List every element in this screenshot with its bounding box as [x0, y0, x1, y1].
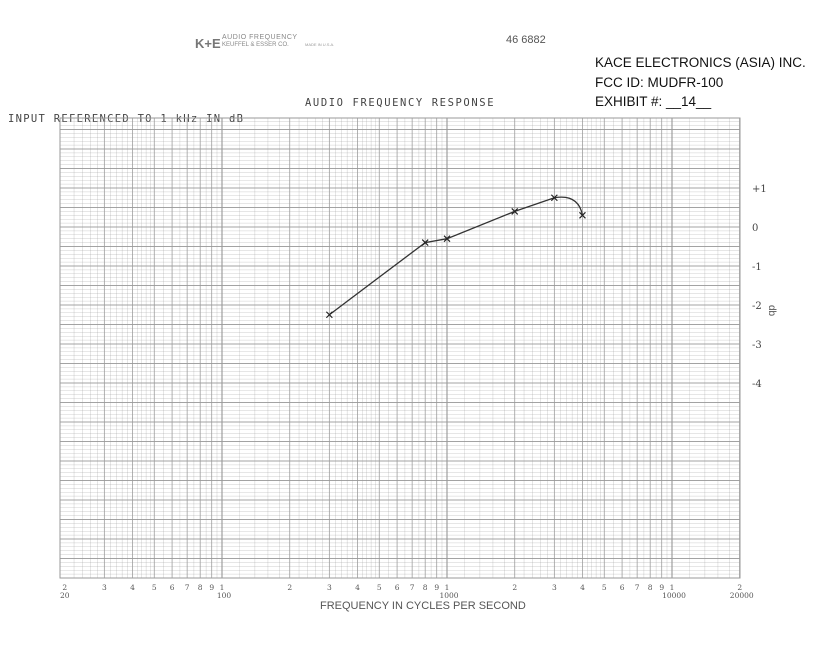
form-number: 46 6882 — [506, 34, 546, 46]
brand-logo: K+E — [195, 36, 221, 51]
data-point-marker — [550, 194, 558, 202]
x-tick-label: 1 — [670, 583, 675, 592]
x-tick-label: 5 — [377, 583, 382, 592]
x-tick-label: 8 — [198, 583, 203, 592]
x-tick-label: 2 — [737, 583, 742, 592]
y-tick-label: +1 — [752, 184, 767, 195]
x-tick-label: 2 — [512, 583, 517, 592]
x-tick-label: 6 — [620, 583, 625, 592]
x-tick-label: 3 — [102, 583, 107, 592]
x-tick-label: 3 — [327, 583, 332, 592]
x-tick-label: 6 — [395, 583, 400, 592]
x-tick-label: 2 — [287, 583, 292, 592]
y-tick-label: -2 — [752, 301, 762, 312]
data-point-marker — [511, 207, 519, 215]
x-tick-label: 6 — [170, 583, 175, 592]
series-line — [328, 196, 584, 316]
fcc-id: FCC ID: MUDFR-100 — [595, 75, 724, 90]
brand-company: KEUFFEL & ESSER CO. — [222, 42, 289, 48]
x-tick-sublabel: 10000 — [662, 591, 686, 600]
x-tick-label: 4 — [355, 583, 360, 592]
data-point-marker — [421, 239, 429, 247]
x-tick-sublabel: 1000 — [439, 591, 458, 600]
x-tick-sublabel: 100 — [217, 591, 232, 600]
x-axis-label: FREQUENCY IN CYCLES PER SECOND — [320, 600, 526, 612]
y-axis-label: INPUT REFERENCED TO 1 kHz IN dB — [8, 113, 245, 125]
x-tick-label: 5 — [602, 583, 607, 592]
y-tick-label: -3 — [752, 340, 762, 351]
x-tick-label: 4 — [130, 583, 135, 592]
x-tick-label: 8 — [423, 583, 428, 592]
y-tick-label: 0 — [752, 223, 758, 234]
x-tick-label: 9 — [659, 583, 664, 592]
brand-name: AUDIO FREQUENCY — [222, 34, 298, 41]
data-point-marker — [443, 235, 451, 243]
plot-border — [59, 117, 741, 579]
data-point-marker — [325, 311, 333, 319]
x-tick-label: 1 — [445, 583, 450, 592]
company-name: KACE ELECTRONICS (ASIA) INC. — [595, 55, 806, 70]
x-tick-label: 9 — [209, 583, 214, 592]
x-tick-label: 9 — [434, 583, 439, 592]
exhibit-number: EXHIBIT #: __14__ — [595, 94, 712, 109]
x-tick-label: 4 — [580, 583, 585, 592]
x-tick-sublabel: 20 — [60, 591, 70, 600]
data-point-marker — [579, 211, 586, 219]
brand-made-in: MADE IN U.S.A. — [305, 42, 335, 47]
y-tick-label: -4 — [752, 379, 762, 390]
x-tick-label: 1 — [220, 583, 225, 592]
x-tick-label: 3 — [552, 583, 557, 592]
chart-title: AUDIO FREQUENCY RESPONSE — [305, 97, 496, 109]
x-tick-label: 7 — [185, 583, 190, 592]
y-tick-label: -1 — [752, 262, 762, 273]
x-tick-label: 5 — [152, 583, 157, 592]
x-tick-label: 2 — [62, 583, 67, 592]
x-tick-sublabel: 20000 — [730, 591, 754, 600]
x-tick-label: 8 — [648, 583, 653, 592]
x-tick-label: 7 — [410, 583, 415, 592]
x-tick-label: 7 — [635, 583, 640, 592]
